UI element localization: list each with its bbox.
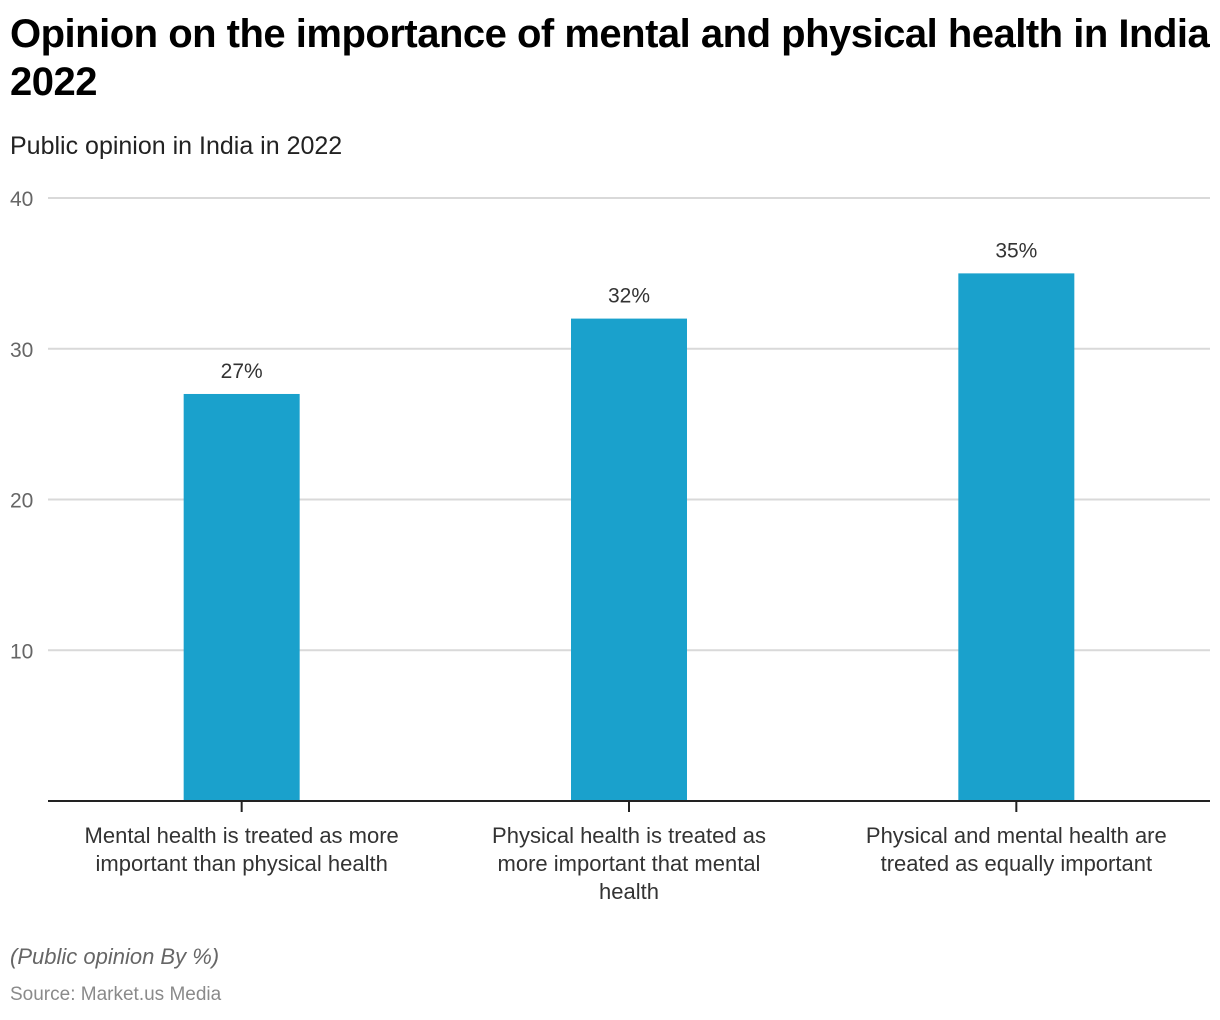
bar [958, 273, 1075, 801]
y-axis-ticks: 10 20 30 40 [10, 188, 33, 663]
category-label-line: more important that mental [498, 851, 761, 876]
category-label-line: important than physical health [96, 851, 388, 876]
data-label: 35% [995, 239, 1037, 262]
data-label: 32% [608, 285, 650, 308]
category-label: Mental health is treated as more importan… [85, 823, 399, 876]
category-label: Physical health is treated as more import… [492, 823, 766, 904]
unit-note: (Public opinion By %) [10, 944, 220, 969]
category-label-line: Mental health is treated as more [85, 823, 399, 848]
category-label-line: Physical health is treated as [492, 823, 766, 848]
y-tick-label: 40 [10, 188, 33, 211]
y-tick-label: 30 [10, 339, 33, 362]
bar-chart: 10 20 30 40 27% 32% 35% Mental health is trea… [10, 188, 1210, 904]
bars [183, 273, 1075, 801]
category-labels: Mental health is treated as more importan… [85, 823, 1167, 904]
category-label-line: Physical and mental health are [866, 823, 1167, 848]
category-label-line: health [599, 879, 659, 904]
bar [571, 318, 687, 801]
category-label-line: treated as equally important [881, 851, 1153, 876]
category-label: Physical and mental health are treated as… [866, 823, 1167, 876]
y-tick-label: 20 [10, 490, 33, 513]
bar [183, 393, 300, 801]
data-labels: 27% 32% 35% [221, 239, 1038, 383]
data-label: 27% [221, 360, 263, 383]
chart-title: Opinion on the importance of mental and … [10, 12, 1210, 104]
chart-subtitle: Public opinion in India in 2022 [10, 132, 343, 160]
x-axis-ticks [240, 801, 1018, 812]
source-text: Source: Market.us Media [10, 984, 222, 1005]
y-tick-label: 10 [10, 640, 33, 663]
